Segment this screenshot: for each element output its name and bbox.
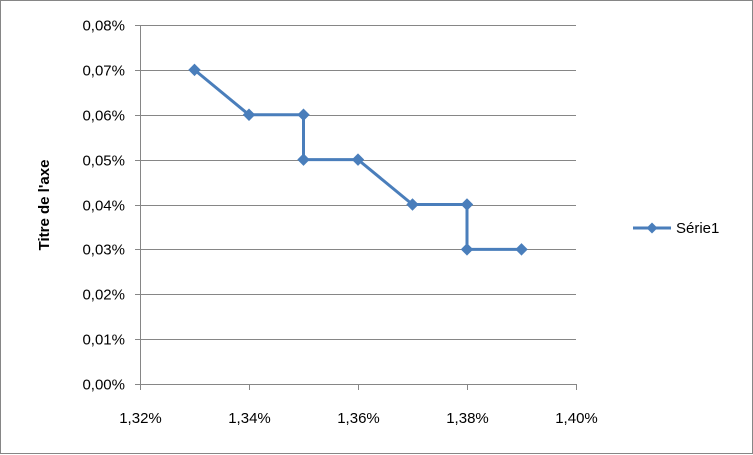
y-tick-label-0: 0,00%	[82, 377, 125, 394]
legend-label-serie1: Série1	[676, 220, 719, 237]
y-tick-label-6: 0,06%	[82, 108, 125, 125]
y-tick-label-2: 0,02%	[82, 287, 125, 304]
x-tick-labels: 1,32% 1,34% 1,36% 1,38% 1,40%	[119, 410, 598, 427]
axes	[135, 25, 577, 390]
legend-marker-swatch	[646, 222, 658, 234]
data-point-0-2	[297, 108, 310, 121]
data-point-0-6	[460, 198, 474, 211]
y-tick-label-3: 0,03%	[82, 242, 125, 259]
x-tick-label-3: 1,38%	[446, 410, 489, 427]
x-tick-label-0: 1,32%	[119, 410, 162, 427]
data-point-0-7	[460, 243, 474, 256]
y-tick-label-5: 0,05%	[82, 153, 125, 170]
data-point-0-5	[406, 198, 419, 211]
y-axis-title: Titre de l'axe	[36, 160, 53, 251]
y-tick-label-4: 0,04%	[82, 198, 125, 215]
y-tick-label-8: 0,08%	[82, 18, 125, 35]
y-tick-labels: 0,00% 0,01% 0,02% 0,03% 0,04% 0,05% 0,06% 0,07%…	[82, 18, 125, 394]
y-tick-label-1: 0,01%	[82, 332, 125, 349]
x-tick-label-1: 1,34%	[228, 410, 271, 427]
legend: Série1	[633, 220, 719, 237]
grid-lines	[140, 25, 576, 340]
data-point-0-8	[515, 243, 528, 256]
data-point-0-3	[297, 153, 310, 166]
y-tick-label-7: 0,07%	[82, 63, 125, 80]
series-group	[188, 63, 528, 256]
data-point-0-0	[188, 63, 201, 77]
data-point-0-1	[242, 108, 256, 121]
data-point-0-4	[351, 153, 365, 166]
x-tick-label-4: 1,40%	[555, 410, 598, 427]
x-tick-label-2: 1,36%	[337, 410, 380, 427]
